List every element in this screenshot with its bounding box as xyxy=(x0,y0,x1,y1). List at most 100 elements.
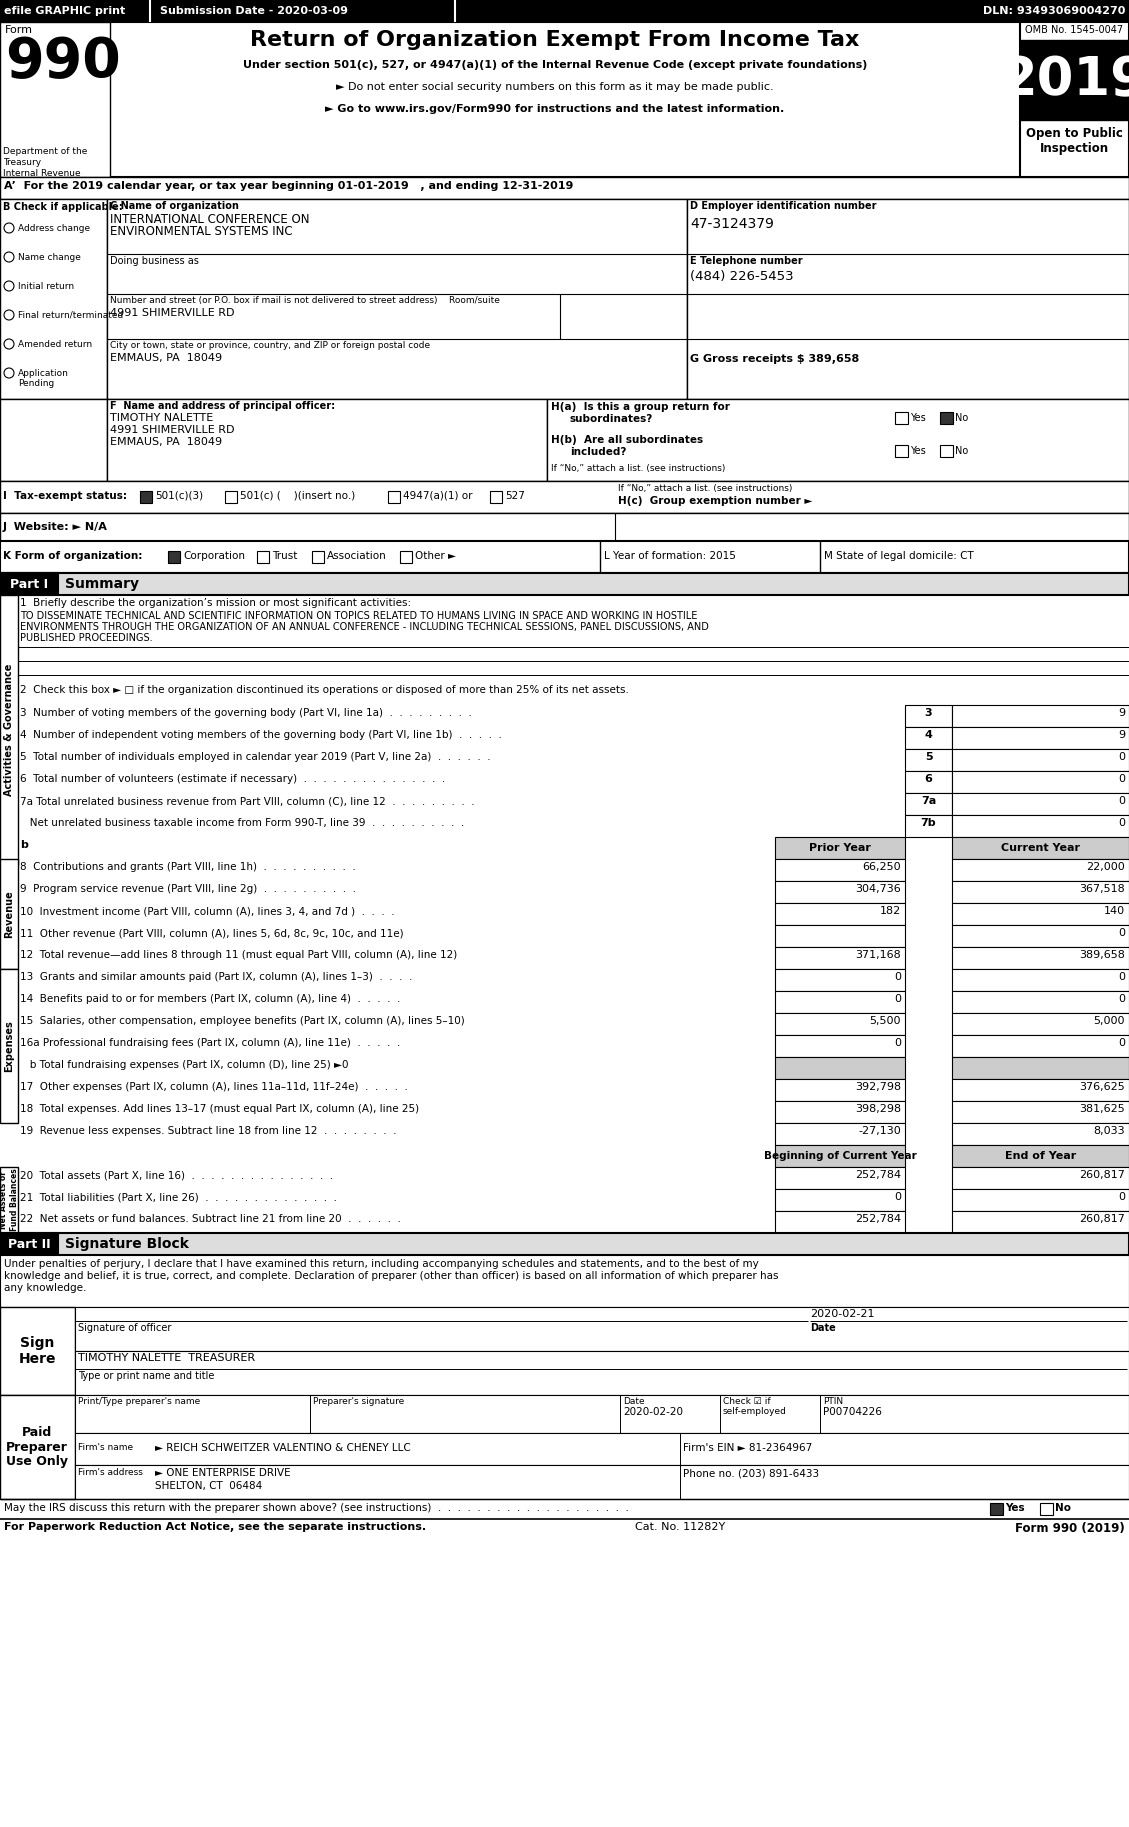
Bar xyxy=(0,22,1129,177)
Bar xyxy=(0,574,58,596)
Text: EMMAUS, PA  18049: EMMAUS, PA 18049 xyxy=(110,437,222,448)
Text: Firm's name: Firm's name xyxy=(78,1443,133,1452)
Bar xyxy=(774,1189,905,1211)
Text: L Year of formation: 2015: L Year of formation: 2015 xyxy=(604,552,736,561)
Bar xyxy=(905,793,952,815)
Bar xyxy=(940,413,953,424)
Bar xyxy=(952,1036,1129,1058)
Text: 6  Total number of volunteers (estimate if necessary)  .  .  .  .  .  .  .  .  .: 6 Total number of volunteers (estimate i… xyxy=(20,775,445,784)
Text: J  Website: ► N/A: J Website: ► N/A xyxy=(3,523,108,532)
Text: b: b xyxy=(20,840,28,850)
Bar xyxy=(952,727,1129,749)
Bar xyxy=(774,903,905,924)
Text: C Name of organization: C Name of organization xyxy=(110,201,239,210)
Bar xyxy=(952,1167,1129,1189)
Text: Yes: Yes xyxy=(1005,1504,1025,1513)
Text: If “No,” attach a list. (see instructions): If “No,” attach a list. (see instruction… xyxy=(618,484,793,493)
Text: Form 990 (2019): Form 990 (2019) xyxy=(1015,1522,1124,1535)
Bar xyxy=(905,705,952,727)
Bar xyxy=(388,491,400,502)
Text: Firm's EIN ► 81-2364967: Firm's EIN ► 81-2364967 xyxy=(683,1443,812,1452)
Text: E Telephone number: E Telephone number xyxy=(690,256,803,267)
Text: OMB No. 1545-0047: OMB No. 1545-0047 xyxy=(1025,26,1123,35)
Text: If “No,” attach a list. (see instructions): If “No,” attach a list. (see instruction… xyxy=(551,464,725,473)
Text: 0: 0 xyxy=(1118,775,1124,784)
Bar xyxy=(774,881,905,903)
Text: Open to Public: Open to Public xyxy=(1025,128,1122,141)
Text: Cat. No. 11282Y: Cat. No. 11282Y xyxy=(634,1522,725,1533)
Text: 381,625: 381,625 xyxy=(1079,1104,1124,1114)
Bar xyxy=(774,924,905,946)
Bar xyxy=(107,199,688,398)
Bar xyxy=(774,1167,905,1189)
Bar xyxy=(1040,1504,1053,1515)
Bar xyxy=(952,1080,1129,1102)
Text: Corporation: Corporation xyxy=(183,552,245,561)
Bar xyxy=(905,727,952,749)
Bar xyxy=(75,1432,1129,1465)
Bar xyxy=(895,446,908,457)
Text: 4991 SHIMERVILLE RD: 4991 SHIMERVILLE RD xyxy=(110,309,235,318)
Bar xyxy=(0,1167,18,1233)
Text: 8,033: 8,033 xyxy=(1093,1125,1124,1136)
Bar xyxy=(774,1012,905,1036)
Text: 0: 0 xyxy=(894,1191,901,1202)
Text: 9  Program service revenue (Part VIII, line 2g)  .  .  .  .  .  .  .  .  .  .: 9 Program service revenue (Part VIII, li… xyxy=(20,884,356,893)
Text: Other ►: Other ► xyxy=(415,552,456,561)
Bar xyxy=(257,552,269,563)
Text: Check ☑ if: Check ☑ if xyxy=(723,1398,771,1407)
Text: included?: included? xyxy=(570,448,627,457)
Text: Beginning of Current Year: Beginning of Current Year xyxy=(763,1151,917,1160)
Text: May the IRS discuss this return with the preparer shown above? (see instructions: May the IRS discuss this return with the… xyxy=(5,1504,629,1513)
Text: 11  Other revenue (Part VIII, column (A), lines 5, 6d, 8c, 9c, 10c, and 11e): 11 Other revenue (Part VIII, column (A),… xyxy=(20,928,404,937)
Text: P00704226: P00704226 xyxy=(823,1407,882,1418)
Bar xyxy=(0,177,1129,199)
Text: 501(c)(3): 501(c)(3) xyxy=(155,491,203,501)
Text: 5,500: 5,500 xyxy=(869,1016,901,1027)
Text: Date: Date xyxy=(623,1398,645,1407)
Text: TIMOTHY NALETTE: TIMOTHY NALETTE xyxy=(110,413,213,424)
Text: TO DISSEMINATE TECHNICAL AND SCIENTIFIC INFORMATION ON TOPICS RELATED TO HUMANS : TO DISSEMINATE TECHNICAL AND SCIENTIFIC … xyxy=(20,610,698,621)
Bar xyxy=(0,481,1129,513)
Text: Firm's address: Firm's address xyxy=(78,1469,143,1476)
Text: SHELTON, CT  06484: SHELTON, CT 06484 xyxy=(155,1482,262,1491)
Text: 252,784: 252,784 xyxy=(855,1169,901,1180)
Bar xyxy=(952,815,1129,837)
Text: No: No xyxy=(955,446,969,457)
Bar xyxy=(75,1306,1129,1350)
Text: 66,250: 66,250 xyxy=(863,862,901,871)
Bar xyxy=(952,881,1129,903)
Bar xyxy=(905,749,952,771)
Bar xyxy=(774,990,905,1012)
Text: Net Assets or
Fund Balances: Net Assets or Fund Balances xyxy=(0,1169,19,1231)
Text: Paid
Preparer
Use Only: Paid Preparer Use Only xyxy=(6,1425,68,1469)
Text: Inspection: Inspection xyxy=(1040,143,1109,155)
Bar xyxy=(0,199,107,398)
Bar xyxy=(905,815,952,837)
Text: (484) 226-5453: (484) 226-5453 xyxy=(690,270,794,283)
Text: 9: 9 xyxy=(1118,731,1124,740)
Bar xyxy=(400,552,412,563)
Text: 0: 0 xyxy=(1118,928,1124,937)
Text: 304,736: 304,736 xyxy=(856,884,901,893)
Text: B Check if applicable:: B Check if applicable: xyxy=(3,203,123,212)
Text: 5,000: 5,000 xyxy=(1094,1016,1124,1027)
Text: Doing business as: Doing business as xyxy=(110,256,199,267)
Text: 47-3124379: 47-3124379 xyxy=(690,217,773,230)
Bar xyxy=(895,413,908,424)
Bar xyxy=(952,1102,1129,1124)
Bar xyxy=(0,1255,1129,1306)
Text: 527: 527 xyxy=(505,491,525,501)
Bar xyxy=(952,903,1129,924)
Bar xyxy=(952,990,1129,1012)
Bar xyxy=(0,541,1129,574)
Text: 12  Total revenue—add lines 8 through 11 (must equal Part VIII, column (A), line: 12 Total revenue—add lines 8 through 11 … xyxy=(20,950,457,959)
Text: Sign
Here: Sign Here xyxy=(18,1336,55,1367)
Bar xyxy=(952,1124,1129,1146)
Text: Type or print name and title: Type or print name and title xyxy=(78,1370,215,1381)
Text: Part II: Part II xyxy=(8,1237,51,1250)
Text: 22  Net assets or fund balances. Subtract line 21 from line 20  .  .  .  .  .  .: 22 Net assets or fund balances. Subtract… xyxy=(20,1213,401,1224)
Bar xyxy=(774,968,905,990)
Text: 10  Investment income (Part VIII, column (A), lines 3, 4, and 7d )  .  .  .  .: 10 Investment income (Part VIII, column … xyxy=(20,906,395,915)
Text: ENVIRONMENTAL SYSTEMS INC: ENVIRONMENTAL SYSTEMS INC xyxy=(110,225,292,238)
